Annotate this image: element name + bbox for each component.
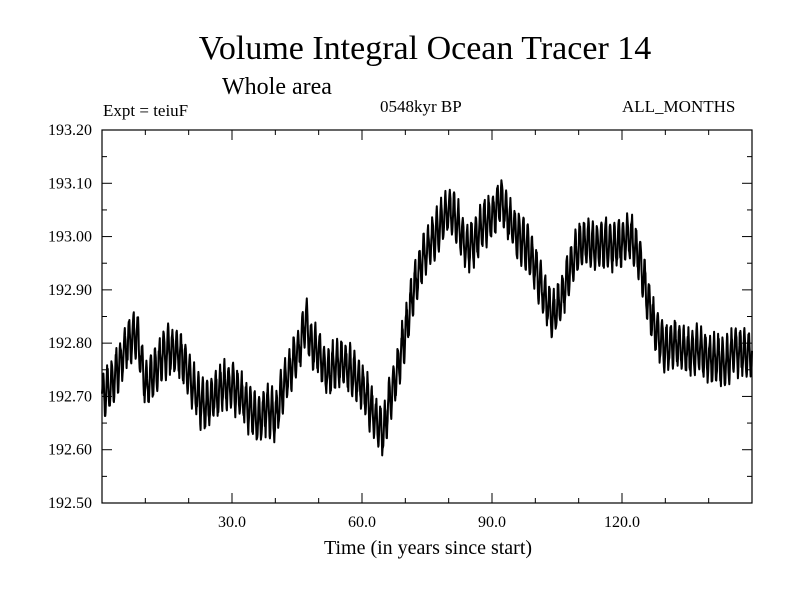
y-tick-label: 192.60	[48, 442, 92, 459]
y-axis: 192.50 192.60 192.70 192.80 192.90 193.00 193.…	[48, 122, 752, 512]
y-tick-label: 193.10	[48, 175, 92, 192]
period-label: 0548kyr BP	[380, 97, 462, 116]
x-tick-label: 90.0	[478, 514, 506, 531]
x-tick-label: 60.0	[348, 514, 376, 531]
y-tick-label: 193.00	[48, 229, 92, 246]
y-tick-label: 192.80	[48, 335, 92, 352]
y-tick-label: 192.50	[48, 495, 92, 512]
experiment-label: Expt = teiuF	[103, 101, 189, 120]
x-tick-label: 30.0	[218, 514, 246, 531]
x-axis: 30.0 60.0 90.0 120.0	[144, 130, 710, 531]
x-axis-label: Time (in years since start)	[323, 537, 533, 559]
chart-subtitle: Whole area	[222, 74, 332, 100]
chart-title: Volume Integral Ocean Tracer 14	[198, 30, 652, 67]
plot-frame	[101, 129, 753, 504]
y-tick-label: 193.20	[48, 122, 92, 139]
months-label: ALL_MONTHS	[622, 97, 736, 116]
y-tick-label: 192.70	[48, 388, 92, 405]
series-line	[101, 179, 753, 457]
y-tick-label: 192.90	[48, 282, 92, 299]
x-tick-label: 120.0	[604, 514, 640, 531]
